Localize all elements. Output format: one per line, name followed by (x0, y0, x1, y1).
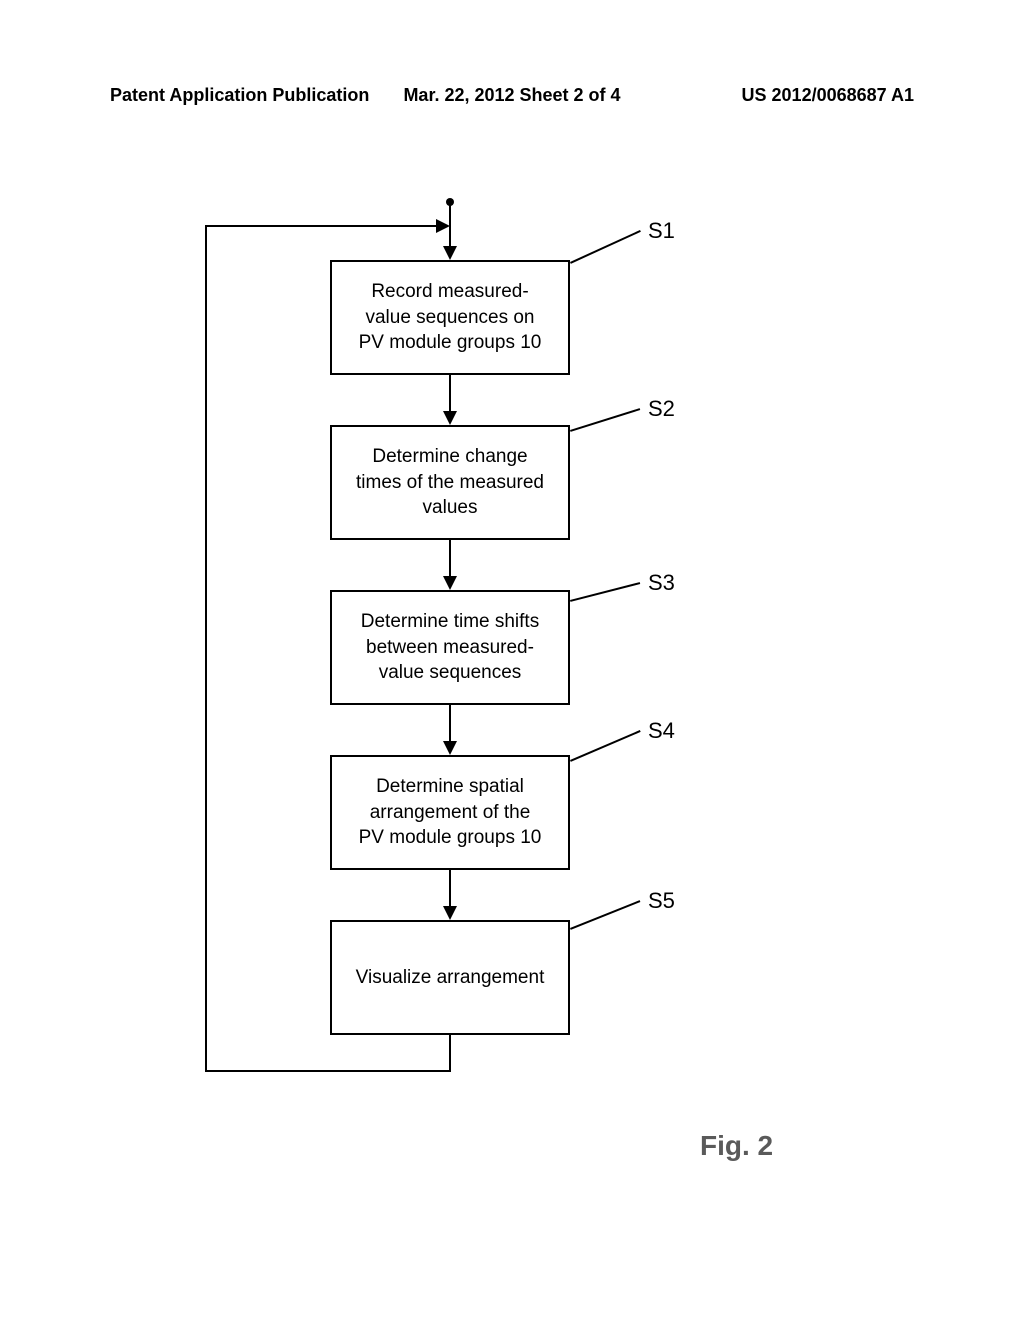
figure-label: Fig. 2 (700, 1130, 773, 1162)
step-label: S1 (648, 218, 675, 244)
arrowhead (443, 906, 457, 920)
flowchart-step: Determine spatialarrangement of thePV mo… (330, 755, 570, 870)
leader-line (570, 408, 640, 431)
connector (449, 225, 451, 246)
flowchart-container: Record measured-value sequences onPV mod… (0, 180, 1024, 1180)
leader-line (570, 230, 641, 263)
arrowhead (443, 411, 457, 425)
connector (205, 1070, 451, 1072)
arrowhead (443, 576, 457, 590)
flowchart-step: Visualize arrangement (330, 920, 570, 1035)
connector (449, 1035, 451, 1070)
connector (449, 870, 451, 906)
flowchart-step: Determine changetimes of the measuredval… (330, 425, 570, 540)
leader-line (570, 900, 641, 929)
header-center: Mar. 22, 2012 Sheet 2 of 4 (403, 85, 620, 106)
step-label: S4 (648, 718, 675, 744)
step-label: S3 (648, 570, 675, 596)
connector (205, 225, 207, 1072)
arrowhead (436, 219, 450, 233)
arrowhead (443, 246, 457, 260)
leader-line (570, 582, 640, 601)
connector (449, 375, 451, 411)
flowchart-step: Record measured-value sequences onPV mod… (330, 260, 570, 375)
header-right: US 2012/0068687 A1 (742, 85, 914, 106)
connector (449, 705, 451, 741)
step-label: S5 (648, 888, 675, 914)
arrowhead (443, 741, 457, 755)
connector (205, 225, 436, 227)
connector (449, 540, 451, 576)
header-left: Patent Application Publication (110, 85, 369, 106)
step-label: S2 (648, 396, 675, 422)
flowchart-step: Determine time shiftsbetween measured-va… (330, 590, 570, 705)
leader-line (570, 730, 641, 761)
